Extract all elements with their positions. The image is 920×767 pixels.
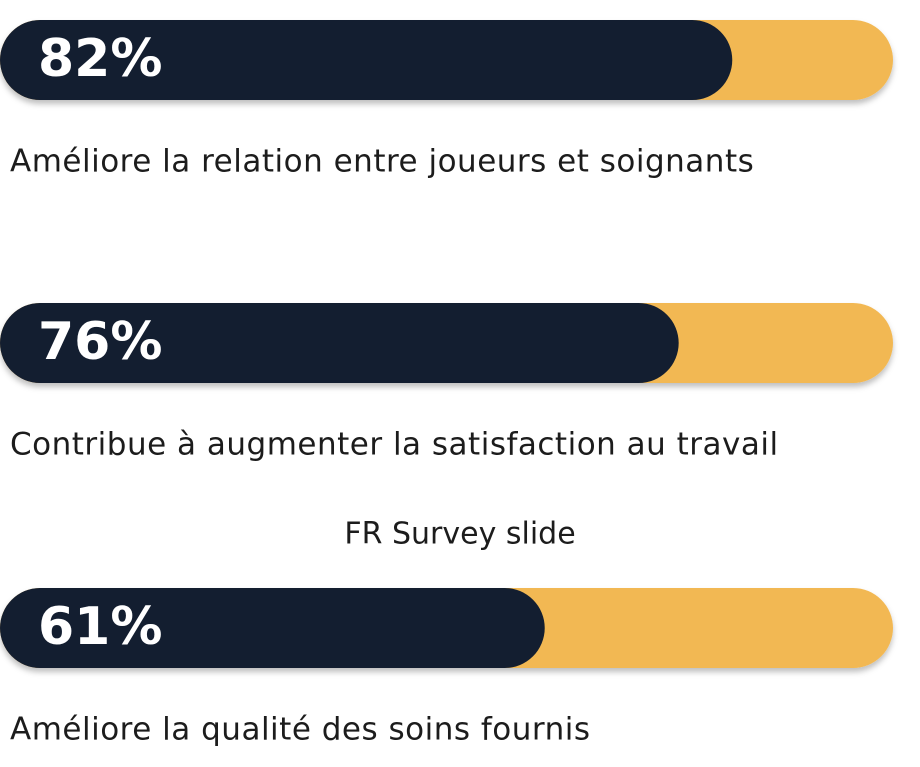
chart-title: FR Survey slide [344, 517, 575, 552]
bar [0, 303, 679, 383]
bar [0, 20, 733, 100]
category-label: Contribue à augmenter la satisfaction au… [10, 427, 779, 463]
value-label: 76% [38, 312, 162, 372]
value-label: 61% [38, 597, 162, 657]
bar [0, 588, 545, 668]
value-label: 82% [38, 29, 162, 89]
category-label: Améliore la qualité des soins fournis [10, 712, 591, 748]
category-label: Améliore la relation entre joueurs et so… [10, 144, 754, 180]
